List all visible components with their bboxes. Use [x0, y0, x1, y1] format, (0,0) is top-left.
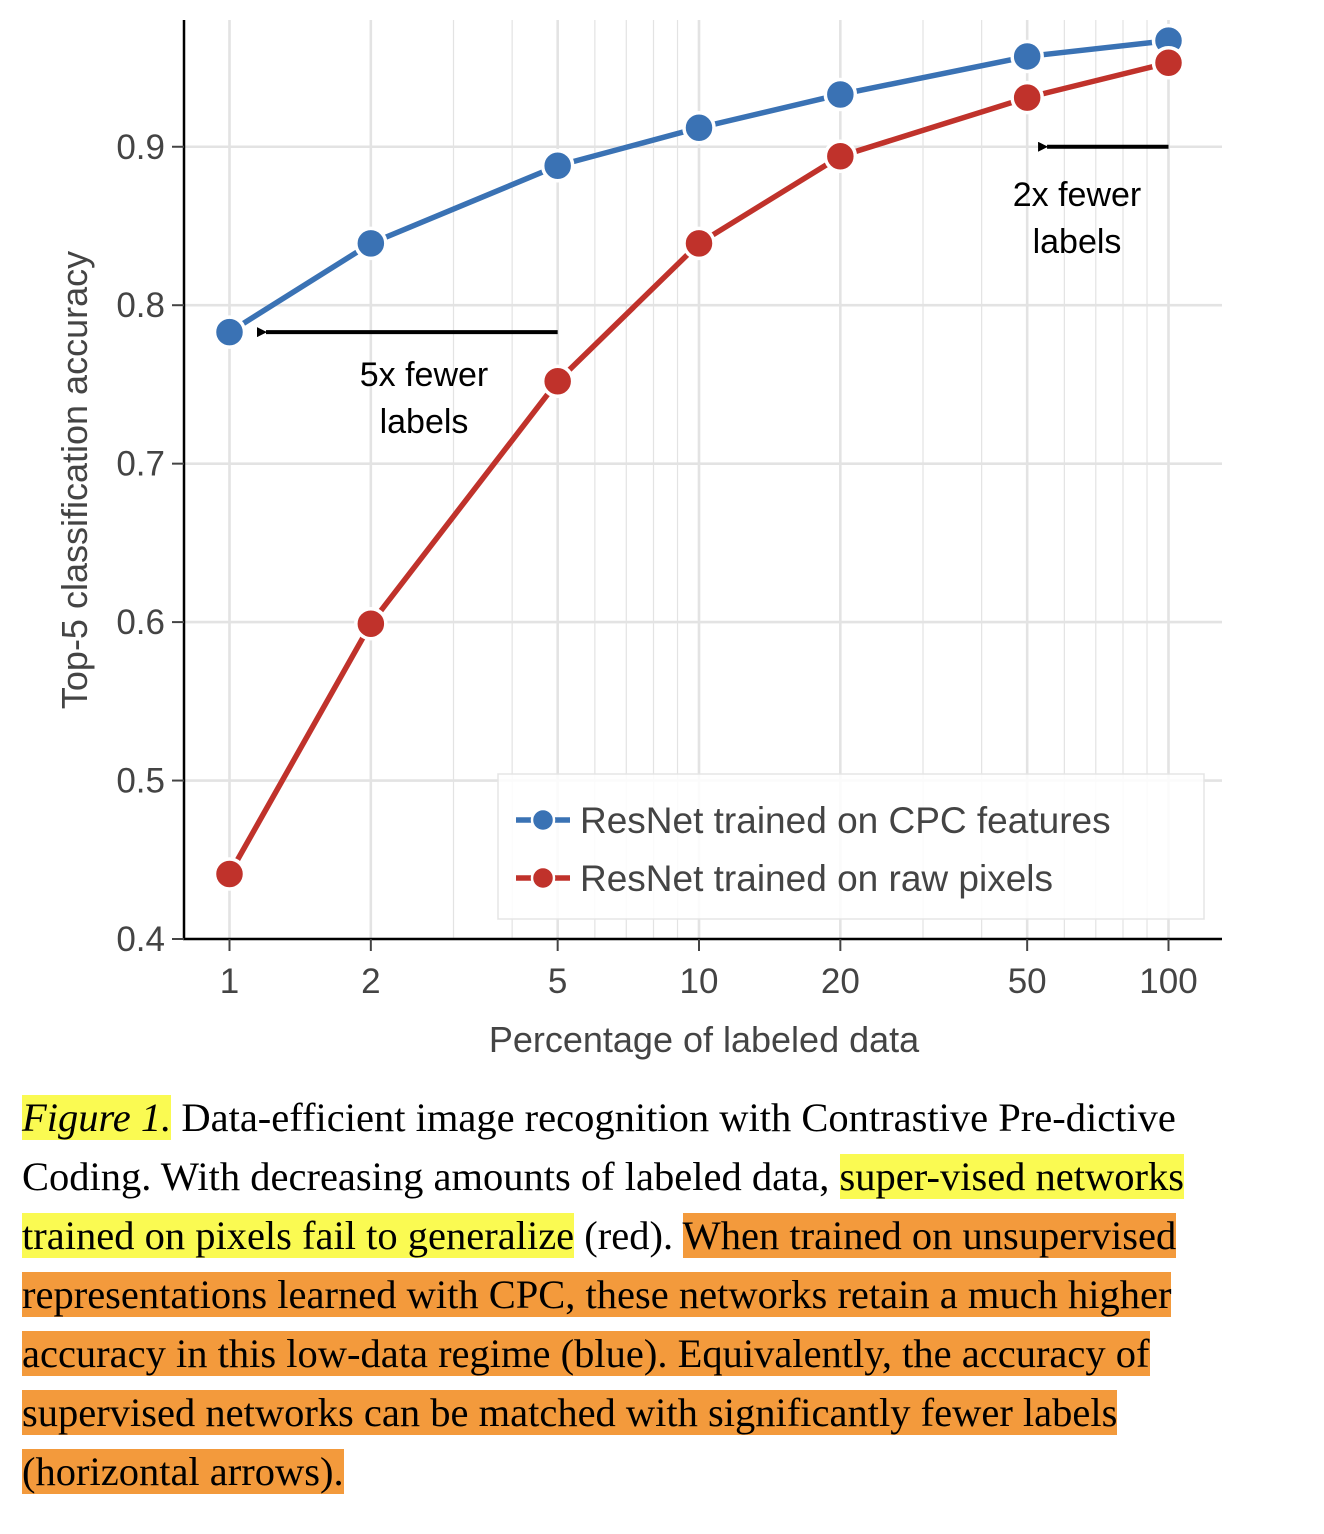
legend-swatch-marker — [530, 865, 556, 891]
legend-box — [497, 773, 1205, 920]
x-tick-label: 20 — [821, 962, 860, 1001]
data-point — [540, 364, 575, 399]
x-tick-label: 50 — [1008, 962, 1047, 1001]
annotation-text: 2x fewer — [1013, 176, 1142, 214]
data-point — [1151, 46, 1186, 80]
x-tick-label: 100 — [1139, 962, 1197, 1001]
y-tick-label: 0.9 — [116, 128, 165, 167]
data-point — [540, 149, 575, 183]
line-chart: 1 2 5 10 20 50 100 0.4 0.5 0.6 0.7 0.8 0.9 Percentag… — [54, 20, 1222, 1060]
figure-caption: Figure 1. Data-efficient image recogniti… — [22, 1088, 1304, 1501]
caption-segment: (red). — [574, 1213, 683, 1258]
data-point — [682, 226, 716, 261]
legend-label: ResNet trained on CPC features — [580, 800, 1111, 841]
data-point — [1010, 80, 1044, 115]
data-point — [354, 226, 388, 261]
x-tick-label: 10 — [680, 962, 719, 1001]
annotation-text: 5x fewer — [360, 356, 489, 394]
tick-labels: 1 2 5 10 20 50 100 0.4 0.5 0.6 0.7 0.8 0.9 — [116, 128, 1197, 1001]
x-axis-title: Percentage of labeled data — [489, 1019, 920, 1060]
data-point — [823, 139, 858, 174]
data-point — [1010, 39, 1044, 74]
data-point — [212, 315, 247, 349]
y-tick-label: 0.8 — [116, 286, 165, 325]
data-point — [212, 857, 247, 891]
legend-swatch-marker — [530, 807, 556, 833]
data-point — [682, 110, 716, 145]
y-tick-label: 0.6 — [116, 603, 165, 642]
caption-body: Data-efficient image recognition with Co… — [22, 1095, 1185, 1494]
legend: ResNet trained on CPC features ResNet tra… — [497, 773, 1205, 920]
data-point — [354, 606, 388, 641]
caption-segment: Data-efficient image recognition with Co… — [22, 1095, 1176, 1199]
series — [212, 23, 1186, 891]
y-tick-label: 0.4 — [116, 920, 165, 959]
x-tick-label: 2 — [361, 962, 380, 1001]
y-tick-label: 0.7 — [116, 445, 165, 484]
axes — [182, 20, 1222, 941]
y-tick-label: 0.5 — [116, 762, 165, 801]
annotation-text: labels — [380, 403, 469, 441]
x-tick-label: 5 — [548, 962, 567, 1001]
data-point — [823, 77, 858, 112]
annotations: 5x fewer labels 2x fewer labels — [256, 141, 1169, 441]
series-1 — [212, 46, 1186, 891]
x-tick-label: 1 — [220, 962, 239, 1001]
annotation-text: labels — [1033, 223, 1122, 261]
legend-label: ResNet trained on raw pixels — [580, 858, 1053, 899]
y-axis-title: Top-5 classification accuracy — [54, 251, 95, 709]
figure-label: Figure 1. — [22, 1095, 172, 1140]
